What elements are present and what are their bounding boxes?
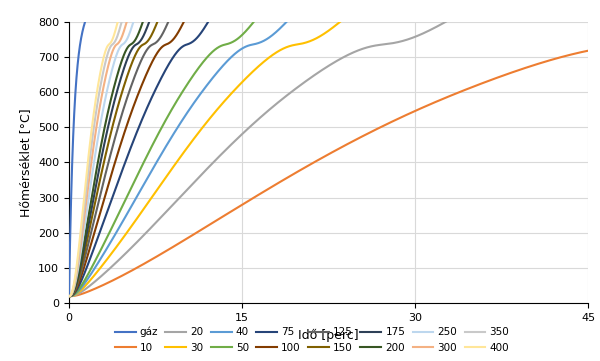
X-axis label: Idő [perc]: Idő [perc] <box>298 329 359 342</box>
Y-axis label: Hőmérséklet [°C]: Hőmérséklet [°C] <box>20 108 32 217</box>
Legend: gáz, 10, 20, 30, 40, 50, 75, 100, 125, 150, 175, 200, 250, 300, 350, 400: gáz, 10, 20, 30, 40, 50, 75, 100, 125, 1… <box>112 324 512 356</box>
